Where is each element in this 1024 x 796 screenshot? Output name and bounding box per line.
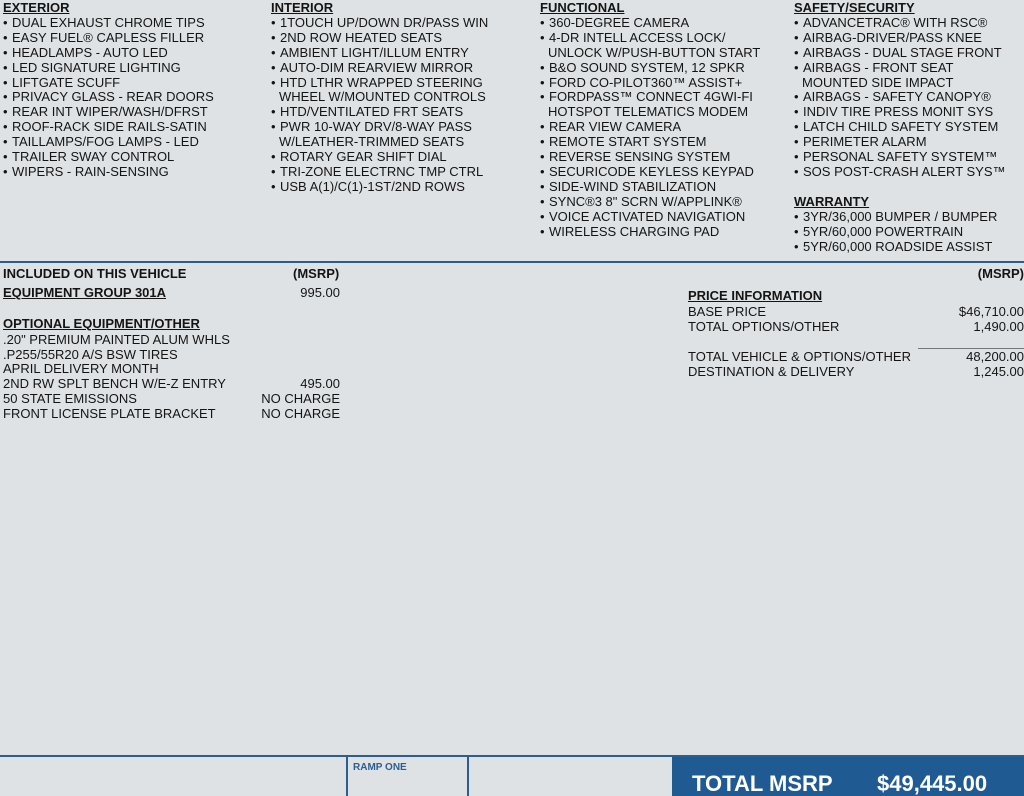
total-label: TOTAL MSRP [692, 771, 833, 796]
price-value: 48,200.00 [966, 349, 1024, 364]
ramp-label: RAMP ONE [353, 762, 407, 773]
group-name: EQUIPMENT GROUP 301A [3, 285, 167, 300]
feature-item: DUAL EXHAUST CHROME TIPS [3, 15, 214, 31]
feature-item: WIRELESS CHARGING PAD [540, 224, 760, 240]
option-price: 495.00 [300, 376, 340, 392]
option-name: .P255/55R20 A/S BSW TIRES [3, 346, 178, 362]
feature-item: PERIMETER ALARM [794, 134, 1006, 150]
feature-item: INDIV TIRE PRESS MONIT SYS [794, 104, 1006, 120]
feature-item: LATCH CHILD SAFETY SYSTEM [794, 119, 1006, 135]
feature-item: FORDPASS™ CONNECT 4GWI-FI [540, 90, 760, 106]
feature-item: 5YR/60,000 ROADSIDE ASSIST [794, 239, 1006, 255]
feature-item-cont: HOTSPOT TELEMATICS MODEM [548, 104, 749, 120]
option-name: FRONT LICENSE PLATE BRACKET [3, 405, 216, 421]
price-heading: PRICE INFORMATION [688, 288, 823, 303]
price-label: TOTAL VEHICLE & OPTIONS/OTHER [688, 349, 911, 364]
feature-item: REAR INT WIPER/WASH/DFRST [3, 104, 214, 120]
feature-item: USB A(1)/C(1)-1ST/2ND ROWS [271, 179, 488, 195]
feature-item: PRIVACY GLASS - REAR DOORS [3, 90, 214, 106]
included-title: INCLUDED ON THIS VEHICLE [3, 266, 187, 281]
section-heading: INTERIOR [271, 0, 334, 15]
feature-item: FORD CO-PILOT360™ ASSIST+ [540, 75, 760, 91]
feature-item: REMOTE START SYSTEM [540, 134, 760, 150]
feature-item-cont: MOUNTED SIDE IMPACT [802, 74, 954, 90]
price-label: BASE PRICE [688, 304, 767, 319]
feature-column: FUNCTIONAL360-DEGREE CAMERA4-DR INTELL A… [540, 0, 761, 240]
feature-item: ROOF-RACK SIDE RAILS-SATIN [3, 119, 214, 135]
msrp-label: (MSRP) [293, 266, 340, 281]
feature-item: AUTO-DIM REARVIEW MIRROR [271, 60, 488, 76]
feature-column: INTERIOR1TOUCH UP/DOWN DR/PASS WIN2ND RO… [271, 0, 488, 195]
feature-item: SYNC®3 8" SCRN W/APPLINK® [540, 194, 760, 210]
feature-item: SOS POST-CRASH ALERT SYS™ [794, 164, 1006, 180]
feature-section: WARRANTY3YR/36,000 BUMPER / BUMPER5YR/60… [794, 193, 1006, 255]
feature-item: AIRBAGS - DUAL STAGE FRONT [794, 45, 1006, 61]
feature-item: 360-DEGREE CAMERA [540, 15, 760, 31]
option-name: 2ND RW SPLT BENCH W/E-Z ENTRY [3, 376, 226, 392]
option-name: APRIL DELIVERY MONTH [3, 361, 159, 377]
section-heading: EXTERIOR [3, 0, 70, 15]
feature-item: EASY FUEL® CAPLESS FILLER [3, 30, 214, 46]
feature-item: TRI-ZONE ELECTRNC TMP CTRL [271, 164, 488, 180]
feature-item: 1TOUCH UP/DOWN DR/PASS WIN [271, 15, 488, 31]
feature-item: ROTARY GEAR SHIFT DIAL [271, 149, 488, 165]
feature-item: AIRBAGS - FRONT SEAT [794, 60, 1006, 76]
feature-item: AMBIENT LIGHT/ILLUM ENTRY [271, 45, 488, 61]
price-value: 1,245.00 [973, 364, 1024, 379]
feature-item: HTD/VENTILATED FRT SEATS [271, 104, 488, 120]
feature-item: 5YR/60,000 POWERTRAIN [794, 224, 1006, 240]
sum-line [918, 348, 1024, 349]
option-price: NO CHARGE [261, 390, 340, 406]
feature-item: LIFTGATE SCUFF [3, 75, 214, 91]
feature-item-cont: W/LEATHER-TRIMMED SEATS [279, 134, 465, 150]
feature-item: SIDE-WIND STABILIZATION [540, 179, 760, 195]
feature-item: REVERSE SENSING SYSTEM [540, 149, 760, 165]
option-price: NO CHARGE [261, 405, 340, 421]
feature-item: VOICE ACTIVATED NAVIGATION [540, 209, 760, 225]
feature-section: INTERIOR1TOUCH UP/DOWN DR/PASS WIN2ND RO… [271, 0, 488, 195]
ramp-box [346, 757, 469, 796]
footer-divider [0, 755, 1024, 757]
price-label: DESTINATION & DELIVERY [688, 364, 855, 379]
section-heading: SAFETY/SECURITY [794, 0, 915, 15]
feature-item: ADVANCETRAC® WITH RSC® [794, 15, 1006, 31]
price-label: TOTAL OPTIONS/OTHER [688, 319, 840, 334]
feature-item: SECURICODE KEYLESS KEYPAD [540, 164, 760, 180]
group-price: 995.00 [300, 285, 340, 300]
optional-heading: OPTIONAL EQUIPMENT/OTHER [3, 316, 200, 331]
feature-item: B&O SOUND SYSTEM, 12 SPKR [540, 60, 760, 76]
feature-item-cont: WHEEL W/MOUNTED CONTROLS [279, 89, 486, 105]
divider [0, 261, 1024, 263]
feature-item: TAILLAMPS/FOG LAMPS - LED [3, 134, 214, 150]
feature-column: EXTERIORDUAL EXHAUST CHROME TIPSEASY FUE… [3, 0, 214, 180]
feature-item: WIPERS - RAIN-SENSING [3, 164, 214, 180]
feature-item-cont: UNLOCK W/PUSH-BUTTON START [548, 44, 761, 60]
feature-item: 4-DR INTELL ACCESS LOCK/ [540, 30, 760, 46]
feature-item: AIRBAGS - SAFETY CANOPY® [794, 90, 1006, 106]
feature-item: AIRBAG-DRIVER/PASS KNEE [794, 30, 1006, 46]
price-value: 1,490.00 [973, 319, 1024, 334]
feature-section: SAFETY/SECURITYADVANCETRAC® WITH RSC®AIR… [794, 0, 1006, 180]
section-heading: FUNCTIONAL [540, 0, 625, 15]
feature-column: SAFETY/SECURITYADVANCETRAC® WITH RSC®AIR… [794, 0, 1006, 255]
feature-item: 3YR/36,000 BUMPER / BUMPER [794, 209, 1006, 225]
feature-item: LED SIGNATURE LIGHTING [3, 60, 214, 76]
feature-item: REAR VIEW CAMERA [540, 119, 760, 135]
total-box [672, 757, 1024, 796]
feature-item: HTD LTHR WRAPPED STEERING [271, 75, 488, 91]
price-value: $46,710.00 [958, 304, 1024, 319]
feature-item: TRAILER SWAY CONTROL [3, 149, 214, 165]
feature-section: EXTERIORDUAL EXHAUST CHROME TIPSEASY FUE… [3, 0, 214, 180]
msrp-label: (MSRP) [977, 266, 1024, 281]
feature-section: FUNCTIONAL360-DEGREE CAMERA4-DR INTELL A… [540, 0, 761, 240]
feature-item: HEADLAMPS - AUTO LED [3, 45, 214, 61]
option-name: .20" PREMIUM PAINTED ALUM WHLS [3, 332, 230, 347]
option-name: 50 STATE EMISSIONS [3, 390, 137, 406]
total-value: $49,445.00 [877, 771, 988, 796]
feature-item: PWR 10-WAY DRV/8-WAY PASS [271, 119, 488, 135]
feature-item: 2ND ROW HEATED SEATS [271, 30, 488, 46]
section-heading: WARRANTY [794, 193, 870, 209]
feature-item: PERSONAL SAFETY SYSTEM™ [794, 149, 1006, 165]
